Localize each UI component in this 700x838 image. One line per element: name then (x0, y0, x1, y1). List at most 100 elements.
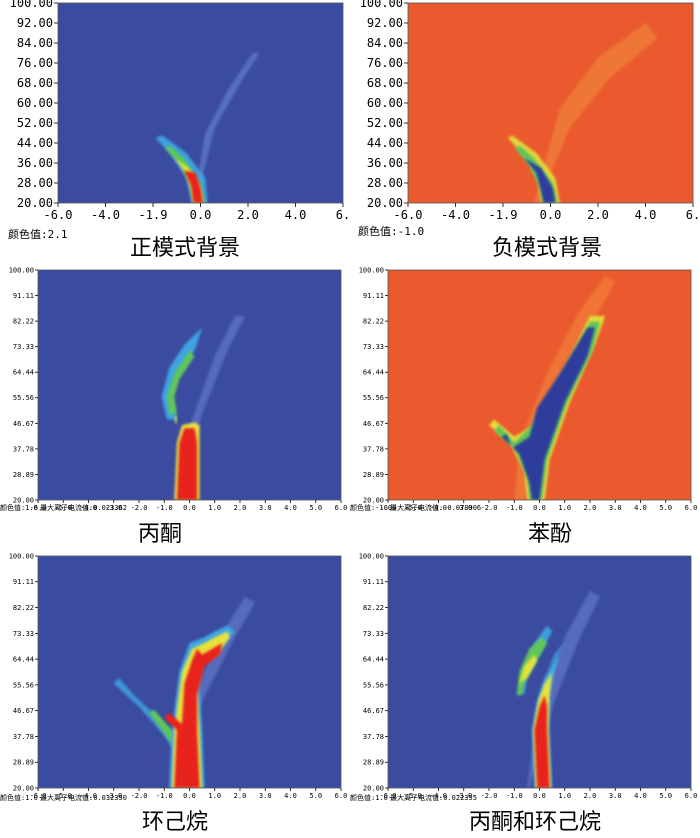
plume-band-3 (519, 654, 537, 684)
y-tick-label: 64.44 (13, 656, 34, 664)
x-tick-label: 0.0 (533, 792, 546, 800)
y-tick-label: 55.56 (13, 394, 34, 402)
plume-band-3 (524, 158, 556, 203)
x-tick-label: 6. (686, 208, 700, 222)
x-tick-label: 6.0 (335, 792, 348, 800)
x-tick-label: 3.0 (259, 504, 272, 512)
x-tick-label: 5.0 (309, 504, 322, 512)
panel-phenol: 100.00 91.11 82.22 73.33 64.44 55.56 46.67 37.7… (350, 262, 700, 548)
y-tick-label: 73.33 (13, 630, 34, 638)
y-tick-label: 55.56 (363, 681, 384, 689)
plume-band-5 (176, 428, 198, 500)
y-tick-label: 64.44 (363, 369, 384, 377)
y-tick-label: 55.56 (13, 681, 34, 689)
ion-plume (516, 590, 601, 788)
x-tick-label: 5.0 (659, 792, 672, 800)
y-tick-label: 68.00 (367, 76, 403, 90)
x-tick-label: -4.0 (80, 504, 97, 512)
color-value-label: 颜色值:-1.0 (350, 503, 392, 512)
x-tick-label: -1.9 (489, 208, 518, 222)
y-tick-label: 20.00 (13, 784, 34, 792)
x-tick-label: 6.0 (685, 792, 698, 800)
y-tick-label: 46.67 (363, 420, 384, 428)
x-tick-label: 4.0 (634, 792, 647, 800)
y-tick-label: 91.11 (13, 578, 34, 586)
x-tick-label: -1.0 (506, 504, 523, 512)
y-tick-label: 37.78 (363, 733, 384, 741)
y-tick-label: 20.00 (363, 496, 384, 504)
x-tick-label: -6.0 (380, 792, 397, 800)
y-tick-label: 36.00 (17, 156, 53, 170)
x-tick-label: -5.0 (55, 504, 72, 512)
y-tick-label: 37.78 (13, 733, 34, 741)
plume-band-4 (183, 170, 203, 203)
color-value-label: 颜色值:2.1 (8, 227, 68, 241)
x-tick-label: -3.0 (455, 792, 472, 800)
x-tick-label: -4.0 (430, 504, 447, 512)
x-tick-label: -1.9 (139, 208, 168, 222)
panel-negative-background: 100.00 92.00 84.00 76.00 68.00 60.00 52.00 44.0… (350, 0, 700, 262)
x-tick-label: -2.0 (131, 792, 148, 800)
plume-band-1 (113, 677, 182, 759)
y-tick-label: 44.00 (367, 136, 403, 150)
x-tick-label: -3.0 (105, 792, 122, 800)
panel-cyclohexane: 100.00 91.11 82.22 73.33 64.44 55.56 46.67 37.7… (0, 548, 350, 838)
x-tick-label: 5.0 (309, 792, 322, 800)
x-tick-label: -1.0 (506, 792, 523, 800)
y-tick-label: 60.00 (367, 96, 403, 110)
color-value-label: 颜色值:-1.0 (358, 224, 424, 238)
heatmap-acetone: 100.00 91.11 82.22 73.33 64.44 55.56 46.67 37.7… (0, 266, 347, 512)
y-tick-label: 84.00 (367, 36, 403, 50)
caption-acetone-cyclohexane: 丙酮和环己烷 (468, 810, 601, 835)
x-tick-label: 4.0 (635, 208, 657, 222)
x-tick-label: -4.0 (91, 208, 120, 222)
color-value-label: 颜色值:1.0 (0, 793, 38, 802)
x-tick-label: 2.0 (237, 208, 259, 222)
x-tick-label: 2.0 (234, 792, 247, 800)
y-tick-label: 68.00 (17, 76, 53, 90)
x-tick-label: 1.0 (558, 504, 571, 512)
y-tick-label: 100.00 (9, 266, 34, 274)
y-tick-label: 44.00 (17, 136, 53, 150)
ion-plume (489, 275, 616, 500)
y-tick-label: 82.22 (363, 604, 384, 612)
x-tick-label: 6.0 (685, 504, 698, 512)
y-tick-label: 73.33 (363, 343, 384, 351)
x-tick-label: -5.0 (405, 792, 422, 800)
x-tick-label: 0.0 (533, 504, 546, 512)
plume-band-0 (533, 23, 658, 203)
x-tick-label: -6.0 (44, 208, 73, 222)
y-tick-label: 76.00 (17, 56, 53, 70)
ion-plume (161, 316, 245, 500)
x-tick-label: -6.0 (394, 208, 423, 222)
x-tick-label: 0.0 (540, 208, 562, 222)
y-tick-label: 82.22 (363, 318, 384, 326)
y-tick-label: 92.00 (17, 16, 53, 30)
max-ion-current-label: 最大离子电流值:0.023362 (40, 503, 127, 512)
y-tick-label: 100.00 (10, 0, 53, 10)
y-tick-label: 46.67 (13, 707, 34, 715)
x-tick-label: -5.0 (405, 504, 422, 512)
plume-band-3 (174, 413, 177, 426)
y-tick-label: 28.89 (13, 759, 34, 767)
x-tick-label: -3.0 (455, 504, 472, 512)
x-tick-label: -2.0 (131, 504, 148, 512)
max-ion-current-label: 最大离子电流值:0.032350 (40, 793, 127, 802)
plume-band-3 (501, 327, 595, 500)
y-tick-label: 91.11 (363, 292, 384, 300)
x-tick-label: 4.0 (634, 504, 647, 512)
heatmap-acetone-cyclohexane: 100.00 91.11 82.22 73.33 64.44 55.56 46.67 37.7… (350, 552, 698, 802)
color-value-label: 颜色值:1.0 (0, 503, 38, 512)
y-tick-label: 76.00 (367, 56, 403, 70)
ion-plume (155, 53, 260, 203)
x-tick-label: 4.0 (284, 792, 297, 800)
y-tick-label: 28.89 (13, 471, 34, 479)
ion-plume (507, 23, 658, 203)
caption-cyclohexane: 环己烷 (141, 810, 208, 835)
x-tick-label: 1.0 (558, 792, 571, 800)
x-tick-label: 4.0 (285, 208, 307, 222)
x-tick-label: -1.0 (156, 504, 173, 512)
panel-acetone-cyclohexane: 100.00 91.11 82.22 73.33 64.44 55.56 46.67 37.7… (350, 548, 700, 838)
panel-positive-background: 100.00 92.00 84.00 76.00 68.00 60.00 52.00 44.0… (0, 0, 350, 262)
max-ion-current-label: 最大离子电流值:-0.078906 (390, 503, 481, 512)
